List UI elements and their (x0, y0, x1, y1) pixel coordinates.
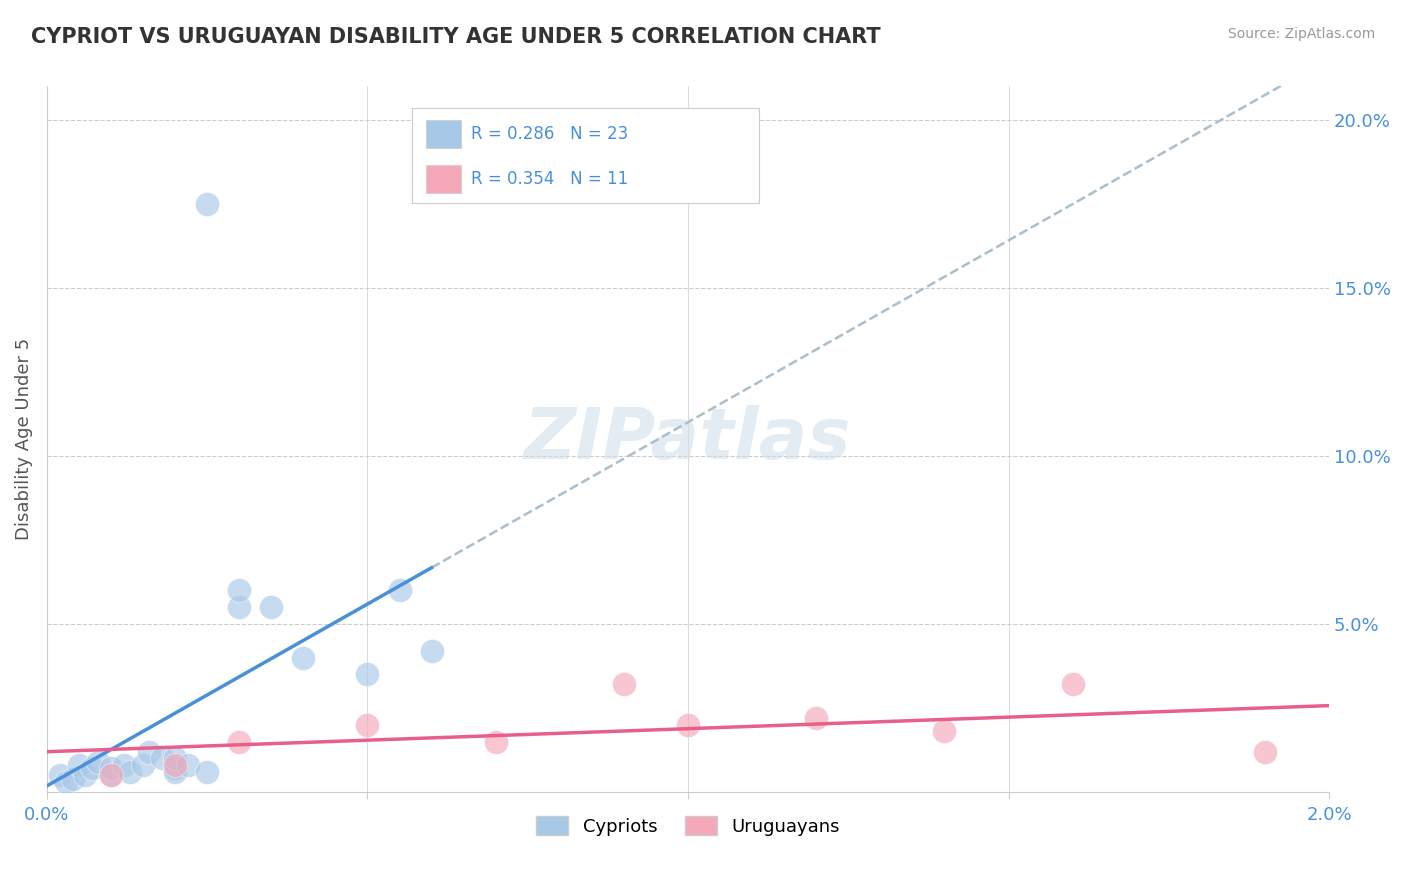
Point (62, 772, 84, 786)
Point (195, 197, 218, 211)
Point (165, 761, 187, 775)
Point (75, 768, 97, 782)
Y-axis label: Disability Age Under 5: Disability Age Under 5 (15, 338, 32, 541)
Point (120, 764, 142, 779)
Point (132, 758, 155, 772)
Point (228, 583, 250, 598)
Point (1062, 677, 1084, 691)
Point (195, 764, 218, 779)
Point (67, 758, 90, 772)
Point (165, 758, 187, 772)
Point (934, 724, 956, 739)
Point (100, 768, 122, 782)
Point (356, 718, 378, 732)
Point (388, 583, 411, 598)
Point (165, 751, 187, 765)
Point (165, 764, 187, 779)
Point (292, 650, 315, 665)
Point (87, 755, 110, 769)
Point (100, 761, 122, 775)
Point (150, 751, 173, 765)
Point (260, 600, 283, 615)
Point (228, 600, 250, 615)
Point (48, 768, 70, 782)
Point (100, 768, 122, 782)
Point (55, 775, 77, 789)
Point (420, 644, 443, 658)
Point (80, 761, 103, 775)
Point (177, 758, 200, 772)
Point (613, 677, 636, 691)
Text: Source: ZipAtlas.com: Source: ZipAtlas.com (1227, 27, 1375, 41)
Point (806, 711, 828, 725)
Point (112, 758, 135, 772)
Point (228, 734, 250, 748)
Text: CYPRIOT VS URUGUAYAN DISABILITY AGE UNDER 5 CORRELATION CHART: CYPRIOT VS URUGUAYAN DISABILITY AGE UNDE… (31, 27, 880, 46)
Point (138, 745, 160, 759)
Legend: Cypriots, Uruguayans: Cypriots, Uruguayans (529, 809, 848, 843)
Point (356, 667, 378, 681)
Point (1254, 745, 1277, 759)
Point (485, 734, 508, 748)
Point (676, 718, 699, 732)
Text: ZIPatlas: ZIPatlas (524, 405, 852, 474)
